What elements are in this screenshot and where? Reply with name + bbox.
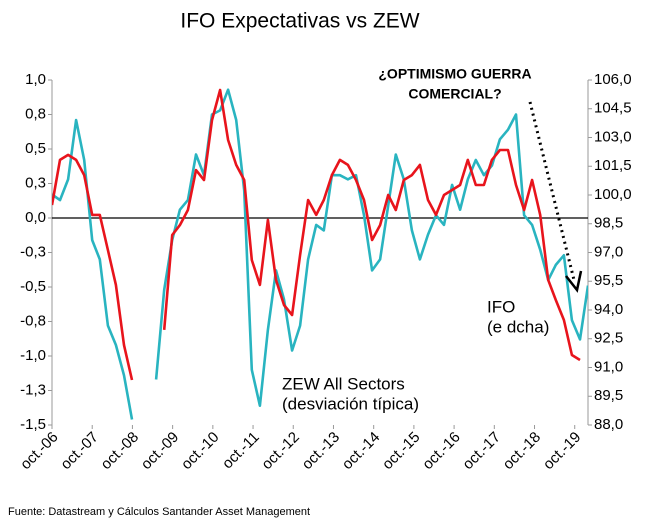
series-line xyxy=(52,88,588,420)
y2-tick-label: 89,5 xyxy=(594,387,623,404)
y2-tick-label: 106,0 xyxy=(594,71,632,88)
y-tick-label: 0,8 xyxy=(25,105,46,122)
annotation: (desviación típica) xyxy=(282,394,419,413)
y2-tick-label: 94,0 xyxy=(594,301,623,318)
source: Fuente: Datastream y Cálculos Santander … xyxy=(8,506,310,518)
x-tick-label: oct.-15 xyxy=(379,429,423,473)
x-tick-label: oct.-17 xyxy=(459,429,503,473)
y2-tick-label: 101,5 xyxy=(594,157,632,174)
x-tick-label: oct.-11 xyxy=(219,429,263,473)
arrowhead xyxy=(565,270,583,293)
y2-tick-label: 91,0 xyxy=(594,358,623,375)
annotation: IFO xyxy=(487,297,515,316)
chart-title: IFO Expectativas vs ZEW xyxy=(180,10,419,33)
x-tick-label: oct.-09 xyxy=(138,429,182,473)
y-tick-label: 0,3 xyxy=(25,174,46,191)
x-tick-label: oct.-18 xyxy=(500,429,544,473)
y2-tick-label: 104,5 xyxy=(594,100,632,117)
x-tick-label: oct.-14 xyxy=(339,429,383,473)
y-tick-label: -1,5 xyxy=(20,416,46,433)
y2-tick-label: 97,0 xyxy=(594,243,623,260)
y2-tick-label: 98,5 xyxy=(594,215,623,232)
x-tick-label: oct.-12 xyxy=(258,429,302,473)
x-tick-label: oct.-08 xyxy=(98,429,142,473)
y2-tick-label: 100,0 xyxy=(594,186,632,203)
x-tick-label: oct.-19 xyxy=(540,429,584,473)
y-tick-label: -0,5 xyxy=(20,278,46,295)
y-tick-label: -1,0 xyxy=(20,347,46,364)
y2-tick-label: 95,5 xyxy=(594,272,623,289)
x-tick-label: oct.-06 xyxy=(17,429,61,473)
annotation: COMERCIAL? xyxy=(408,86,501,102)
y2-tick-label: 92,5 xyxy=(594,330,623,347)
x-tick-label: oct.-13 xyxy=(299,429,343,473)
annotation: (e dcha) xyxy=(487,317,549,336)
y-tick-label: 1,0 xyxy=(25,71,46,88)
y-tick-label: -0,3 xyxy=(20,243,46,260)
arrow xyxy=(528,101,576,281)
y2-tick-label: 103,0 xyxy=(594,128,632,145)
annotation: ¿OPTIMISMO GUERRA xyxy=(378,66,531,82)
y-tick-label: 0,5 xyxy=(25,140,46,157)
y-tick-label: -1,3 xyxy=(20,381,46,398)
y-tick-label: -0,8 xyxy=(20,312,46,329)
y2-tick-label: 88,0 xyxy=(594,416,623,433)
x-tick-label: oct.-10 xyxy=(178,429,222,473)
series-line xyxy=(52,88,581,381)
y-tick-label: 0,0 xyxy=(25,209,46,226)
x-tick-label: oct.-16 xyxy=(419,429,463,473)
annotation: ZEW All Sectors xyxy=(282,374,405,393)
x-tick-label: oct.-07 xyxy=(57,429,101,473)
